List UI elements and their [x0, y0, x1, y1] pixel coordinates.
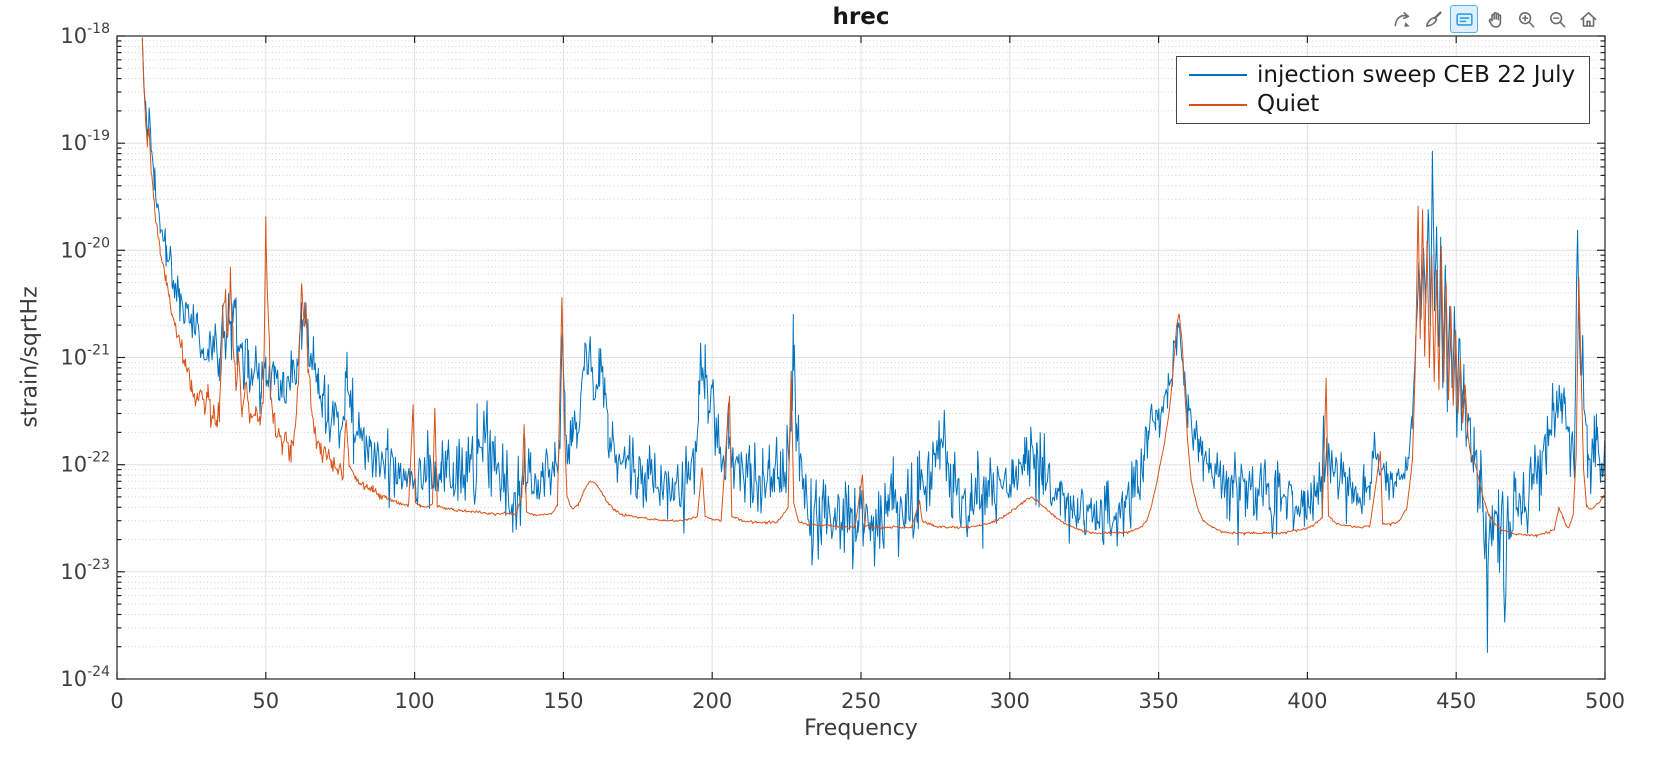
svg-text:10-18: 10-18	[60, 21, 110, 48]
tick-labels: 0 50 100 150 200 250 300 350 400 450 500 10-18 10-19…	[60, 21, 1625, 713]
pan-button[interactable]	[1481, 5, 1509, 33]
export-button[interactable]	[1388, 5, 1416, 33]
brush-button[interactable]	[1419, 5, 1447, 33]
series-line-1[interactable]	[141, 37, 1605, 538]
pan-icon	[1488, 11, 1501, 28]
svg-text:10-24: 10-24	[60, 664, 110, 691]
svg-text:10-23: 10-23	[60, 557, 110, 584]
svg-text:450: 450	[1436, 689, 1476, 713]
axes-toolbar	[1388, 5, 1602, 33]
svg-text:0: 0	[110, 689, 123, 713]
export-icon	[1394, 11, 1410, 27]
svg-text:50: 50	[252, 689, 279, 713]
legend-entry-injection-sweep[interactable]: injection sweep CEB 22 July	[1189, 61, 1589, 88]
home-button[interactable]	[1574, 5, 1602, 33]
svg-text:400: 400	[1287, 689, 1327, 713]
zoom-out-button[interactable]	[1543, 5, 1571, 33]
y-axis-label: strain/sqrtHz	[17, 286, 43, 428]
svg-text:10-19: 10-19	[60, 128, 110, 155]
svg-text:150: 150	[543, 689, 583, 713]
axes-box	[116, 35, 1606, 680]
legend-line-1	[1189, 103, 1247, 107]
svg-text:250: 250	[841, 689, 881, 713]
zoom-in-button[interactable]	[1512, 5, 1540, 33]
datatip-button[interactable]	[1450, 5, 1478, 33]
svg-text:10-21: 10-21	[60, 343, 110, 370]
plot-title: hrec	[832, 4, 890, 30]
home-icon	[1580, 11, 1596, 27]
zoom-in-icon	[1518, 11, 1534, 27]
legend-line-0	[1189, 73, 1247, 77]
legend-entry-quiet[interactable]: Quiet	[1189, 93, 1589, 116]
svg-text:300: 300	[990, 689, 1030, 713]
legend-label-1: Quiet	[1257, 91, 1320, 118]
svg-text:200: 200	[692, 689, 732, 713]
legend-label-0: injection sweep CEB 22 July	[1257, 61, 1576, 88]
svg-text:500: 500	[1585, 689, 1625, 713]
series-line-0[interactable]	[141, 39, 1605, 653]
legend[interactable]: injection sweep CEB 22 July Quiet	[1176, 56, 1590, 124]
zoom-out-icon	[1549, 11, 1565, 27]
svg-text:10-20: 10-20	[60, 235, 110, 262]
svg-text:10-22: 10-22	[60, 450, 110, 477]
x-axis-label: Frequency	[804, 716, 918, 741]
svg-text:350: 350	[1139, 689, 1179, 713]
datatip-icon	[1455, 12, 1473, 26]
brush-icon	[1425, 10, 1442, 27]
series-lines[interactable]	[141, 37, 1605, 653]
svg-text:100: 100	[395, 689, 435, 713]
